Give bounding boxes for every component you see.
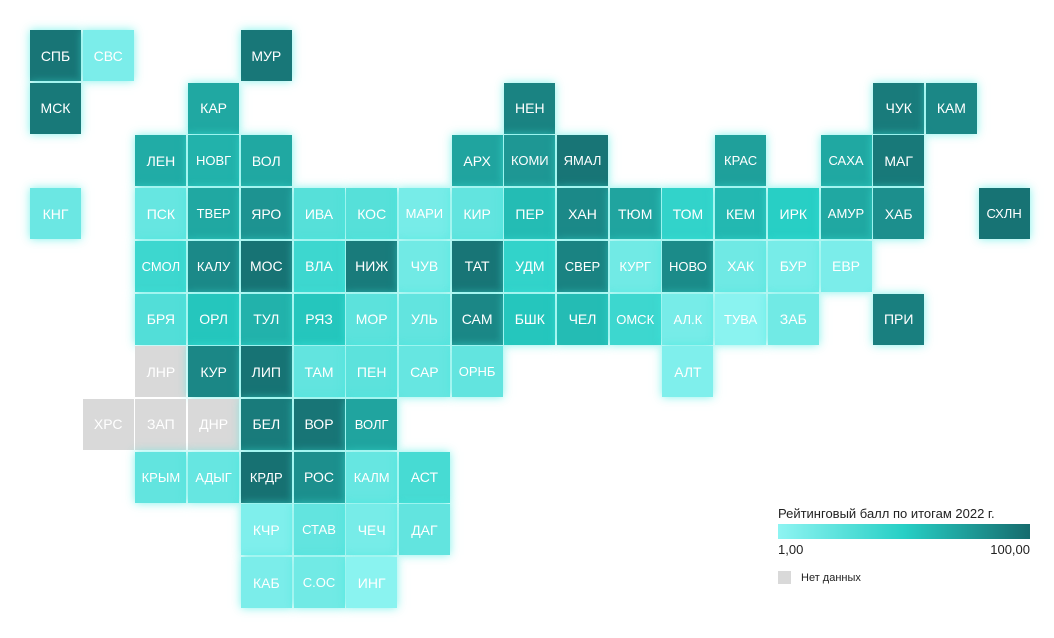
region-tile: РЯЗ [293, 293, 345, 345]
region-tile: ВОЛ [240, 135, 292, 187]
region-tile: КОС [346, 188, 398, 240]
region-tile: АЛ.К [662, 293, 714, 345]
region-tile: САР [398, 346, 450, 398]
region-tile: ЯМАЛ [557, 135, 608, 187]
region-tile: КЕМ [715, 188, 767, 240]
region-tile: МСК [30, 82, 81, 134]
region-tile: ОМСК [609, 293, 661, 345]
region-tile: ВЛА [293, 240, 345, 292]
region-tile: КУР [188, 346, 240, 398]
region-tile: УДМ [504, 240, 556, 292]
region-tile: КРЫМ [135, 451, 187, 503]
region-tile: МАГ [873, 135, 925, 187]
region-tile: БЕЛ [240, 398, 292, 450]
region-tile: С.ОС [293, 557, 345, 608]
region-tile: ТАМ [293, 346, 345, 398]
region-tile: ИВА [293, 188, 345, 240]
region-tile: ОРНБ [451, 346, 503, 398]
region-tile: ОРЛ [188, 293, 240, 345]
region-tile: ДАГ [398, 504, 450, 556]
region-tile: КНГ [30, 188, 81, 240]
region-tile: ТУВА [715, 293, 767, 345]
region-tile: КРАС [715, 135, 767, 187]
legend: Рейтинговый балл по итогам 2022 г. 1,00 … [778, 506, 1030, 584]
region-tile: СМОЛ [135, 240, 187, 292]
region-tile: ЗАБ [767, 293, 819, 345]
region-tile: НОВГ [188, 135, 240, 187]
region-tile: ЧУК [873, 82, 925, 134]
region-tile: ЧЕЛ [557, 293, 608, 345]
region-tile: ПЕР [504, 188, 556, 240]
region-tile: ХАБ [873, 188, 925, 240]
region-tile: КЧР [240, 504, 292, 556]
region-tile: НИЖ [346, 240, 398, 292]
region-tile: АРХ [451, 135, 503, 187]
region-tile: ПРИ [873, 293, 925, 345]
region-tile: АМУР [820, 188, 872, 240]
nodata-swatch [778, 571, 791, 584]
region-tile: КАМ [925, 82, 977, 134]
region-tile: КАЛУ [188, 240, 240, 292]
region-tile: НЕН [504, 82, 556, 134]
region-tile: ЛНР [135, 346, 187, 398]
region-tile: ДНР [188, 398, 240, 450]
region-tile: ТУЛ [240, 293, 292, 345]
region-tile: МАРИ [398, 188, 450, 240]
region-tile: СХЛН [978, 188, 1030, 240]
region-tile: ПЕН [346, 346, 398, 398]
region-tile: ЧЕЧ [346, 504, 398, 556]
region-tile: КУРГ [609, 240, 661, 292]
region-tile: КИР [451, 188, 503, 240]
region-tile: САМ [451, 293, 503, 345]
region-tile: ТВЕР [188, 188, 240, 240]
region-tile: АДЫГ [188, 451, 240, 503]
region-tile: УЛЬ [398, 293, 450, 345]
region-tile: БРЯ [135, 293, 187, 345]
region-tile: ВОЛГ [346, 398, 398, 450]
region-tile: КАБ [240, 557, 292, 608]
region-tile: МОР [346, 293, 398, 345]
region-tile: САХА [820, 135, 872, 187]
region-tile: ВОР [293, 398, 345, 450]
region-tile: АЛТ [662, 346, 714, 398]
legend-gradient-bar [778, 524, 1030, 539]
region-tile: ХАН [557, 188, 608, 240]
region-tile: НОВО [662, 240, 714, 292]
legend-max-label: 100,00 [990, 542, 1030, 557]
legend-scale: 1,00 100,00 [778, 542, 1030, 557]
region-tile: ИНГ [346, 557, 398, 608]
legend-title: Рейтинговый балл по итогам 2022 г. [778, 506, 995, 521]
region-tile: ТОМ [662, 188, 714, 240]
region-tile: ЯРО [240, 188, 292, 240]
region-tile: КРДР [240, 451, 292, 503]
region-tile: ТАТ [451, 240, 503, 292]
region-tile: СПБ [30, 30, 81, 81]
region-tile: ХРС [82, 398, 134, 450]
region-tile: СТАВ [293, 504, 345, 556]
region-tile: ЛИП [240, 346, 292, 398]
region-tile: МУР [240, 30, 292, 81]
region-tile: ЗАП [135, 398, 187, 450]
legend-nodata-label: Нет данных [801, 571, 861, 584]
region-tile: СВС [82, 30, 134, 81]
region-tile: КОМИ [504, 135, 556, 187]
region-tile: КАР [188, 82, 240, 134]
region-tile: ХАК [715, 240, 767, 292]
region-tile: МОС [240, 240, 292, 292]
region-tile: ЕВР [820, 240, 872, 292]
region-tile: БУР [767, 240, 819, 292]
region-tile: АСТ [398, 451, 450, 503]
region-tile: РОС [293, 451, 345, 503]
region-tile: ПСК [135, 188, 187, 240]
region-tile: ИРК [767, 188, 819, 240]
region-tile: БШК [504, 293, 556, 345]
legend-nodata: Нет данных [778, 571, 1030, 584]
legend-min-label: 1,00 [778, 542, 804, 557]
region-tile: СВЕР [557, 240, 608, 292]
region-tile: ТЮМ [609, 188, 661, 240]
region-tile: ЧУВ [398, 240, 450, 292]
region-tile: КАЛМ [346, 451, 398, 503]
region-tile: ЛЕН [135, 135, 187, 187]
